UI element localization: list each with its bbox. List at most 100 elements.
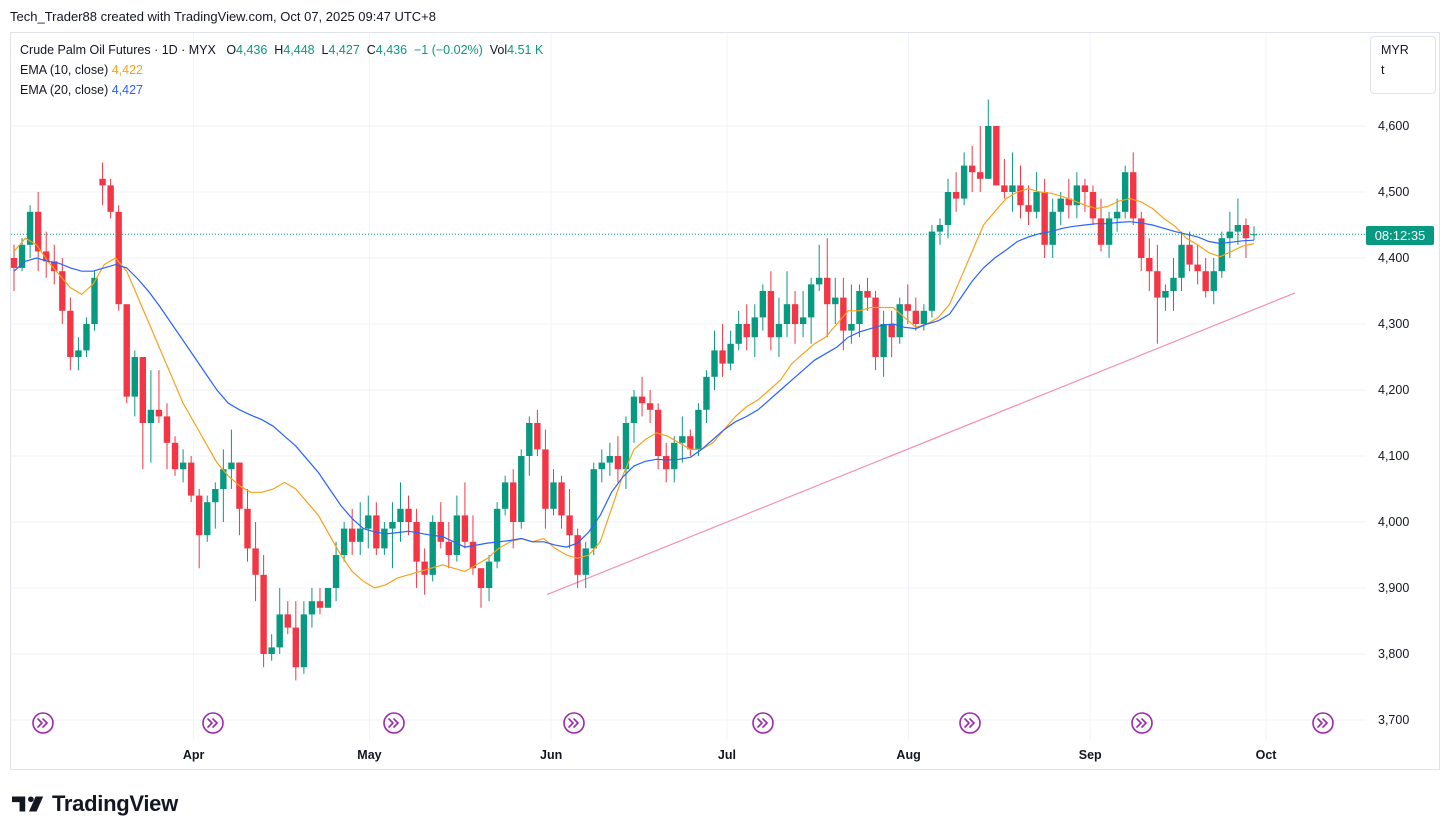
candle-body [413, 522, 420, 562]
candle-body [985, 126, 992, 179]
candle-body [920, 310, 928, 324]
candle-body [365, 515, 372, 529]
candle-body [163, 416, 171, 443]
candle-body [695, 409, 702, 450]
candle-body [993, 126, 1000, 186]
candle-body [807, 284, 815, 318]
candle-body [510, 482, 517, 522]
candle-body [155, 409, 163, 417]
candle-body [477, 568, 485, 588]
candle-body [1154, 271, 1161, 298]
currency-unit-button[interactable]: MYR t [1370, 36, 1436, 94]
candle-body [389, 522, 396, 529]
candle-body [67, 310, 74, 357]
countdown-price-tag: 08:12:35 [1366, 226, 1434, 245]
legend-ema10-row[interactable]: EMA (10, close) 4,422 [20, 60, 543, 80]
change-value: −1 (−0.02%) [414, 43, 483, 57]
candle-body [1081, 185, 1089, 192]
double-arrow-circle-icon[interactable] [959, 712, 981, 734]
double-arrow-circle-icon[interactable] [202, 712, 224, 734]
candle-body [51, 261, 58, 272]
candle-body [824, 277, 831, 305]
candle-body [558, 482, 565, 516]
candle-body [43, 251, 50, 262]
candle-body [687, 436, 694, 450]
candle-body [179, 462, 187, 470]
price-tick-label: 4,400 [1378, 251, 1409, 265]
time-tick-label: Sep [1079, 748, 1102, 762]
candle-body [550, 482, 557, 509]
event-marker-arrows [757, 718, 769, 728]
chart-legend: Crude Palm Oil Futures · 1D · MYX O 4,436… [20, 40, 543, 100]
trendline [546, 292, 1296, 596]
candle-body [26, 211, 34, 245]
candle-body [864, 291, 871, 298]
chart-panel[interactable] [10, 32, 1440, 770]
candle-body [896, 304, 903, 338]
double-arrow-circle-icon[interactable] [563, 712, 585, 734]
time-tick-label: Apr [183, 748, 205, 762]
candle-body [1017, 185, 1024, 206]
candle-body [107, 185, 114, 212]
ema10-value: 4,422 [111, 63, 143, 77]
double-arrow-circle-icon[interactable] [383, 712, 405, 734]
candle-body [832, 297, 839, 305]
event-marker-arrows [964, 718, 976, 728]
double-arrow-circle-icon[interactable] [752, 712, 774, 734]
candle-body [977, 172, 984, 179]
open-label: O [226, 43, 237, 57]
candle-body [1218, 238, 1225, 272]
candle-body [614, 456, 622, 470]
candle-body [453, 515, 461, 555]
candle-body [598, 462, 605, 470]
candle-body [324, 588, 332, 608]
price-tick-label: 4,600 [1378, 119, 1409, 133]
ema20-value: 4,427 [111, 83, 143, 97]
candle-body [1065, 198, 1073, 206]
double-arrow-circle-icon[interactable] [1131, 712, 1153, 734]
candle-body [397, 508, 404, 522]
ema20-label: EMA (20, close) [20, 83, 109, 97]
candle-body [1162, 291, 1169, 298]
candle-body [268, 647, 275, 654]
candle-body [1057, 198, 1064, 212]
candle-body [622, 423, 630, 470]
candle-body [542, 449, 549, 509]
candle-body [646, 403, 654, 410]
candle-body [276, 614, 283, 648]
candle-body [244, 508, 251, 549]
candle-body [131, 357, 138, 397]
candle-body [348, 528, 356, 542]
candle-body [1049, 211, 1056, 245]
candle-body [671, 442, 678, 470]
candle-body [34, 211, 42, 252]
candle-body [1105, 218, 1113, 245]
candle-body [638, 396, 646, 404]
candle-body [1073, 185, 1081, 206]
candle-body [445, 541, 453, 555]
candle-body [1130, 172, 1137, 219]
candle-body [461, 515, 469, 542]
candle-body [381, 528, 388, 549]
event-marker-arrows [207, 718, 219, 728]
low-label: L [321, 43, 329, 57]
double-arrow-circle-icon[interactable] [1312, 712, 1334, 734]
candle-body [429, 522, 436, 575]
candle-body [139, 357, 147, 423]
high-value: 4,448 [283, 43, 315, 57]
time-axis: Apr May Jun Jul Aug Sep Oct [183, 748, 1277, 762]
close-value: 4,436 [375, 43, 408, 57]
candle-body [75, 350, 82, 357]
candle-body [1178, 244, 1185, 278]
candle-body [1210, 271, 1217, 291]
candle-body [799, 317, 807, 324]
symbol-label[interactable]: Crude Palm Oil Futures · 1D · MYX [20, 43, 216, 57]
double-arrow-circle-icon[interactable] [32, 712, 54, 734]
tradingview-logo-icon [12, 796, 44, 812]
tradingview-logo[interactable]: TradingView [12, 791, 178, 817]
price-tick-label: 3,800 [1378, 647, 1409, 661]
candle-body [1025, 205, 1032, 212]
legend-ema20-row[interactable]: EMA (20, close) 4,427 [20, 80, 543, 100]
candle-body [663, 456, 670, 470]
